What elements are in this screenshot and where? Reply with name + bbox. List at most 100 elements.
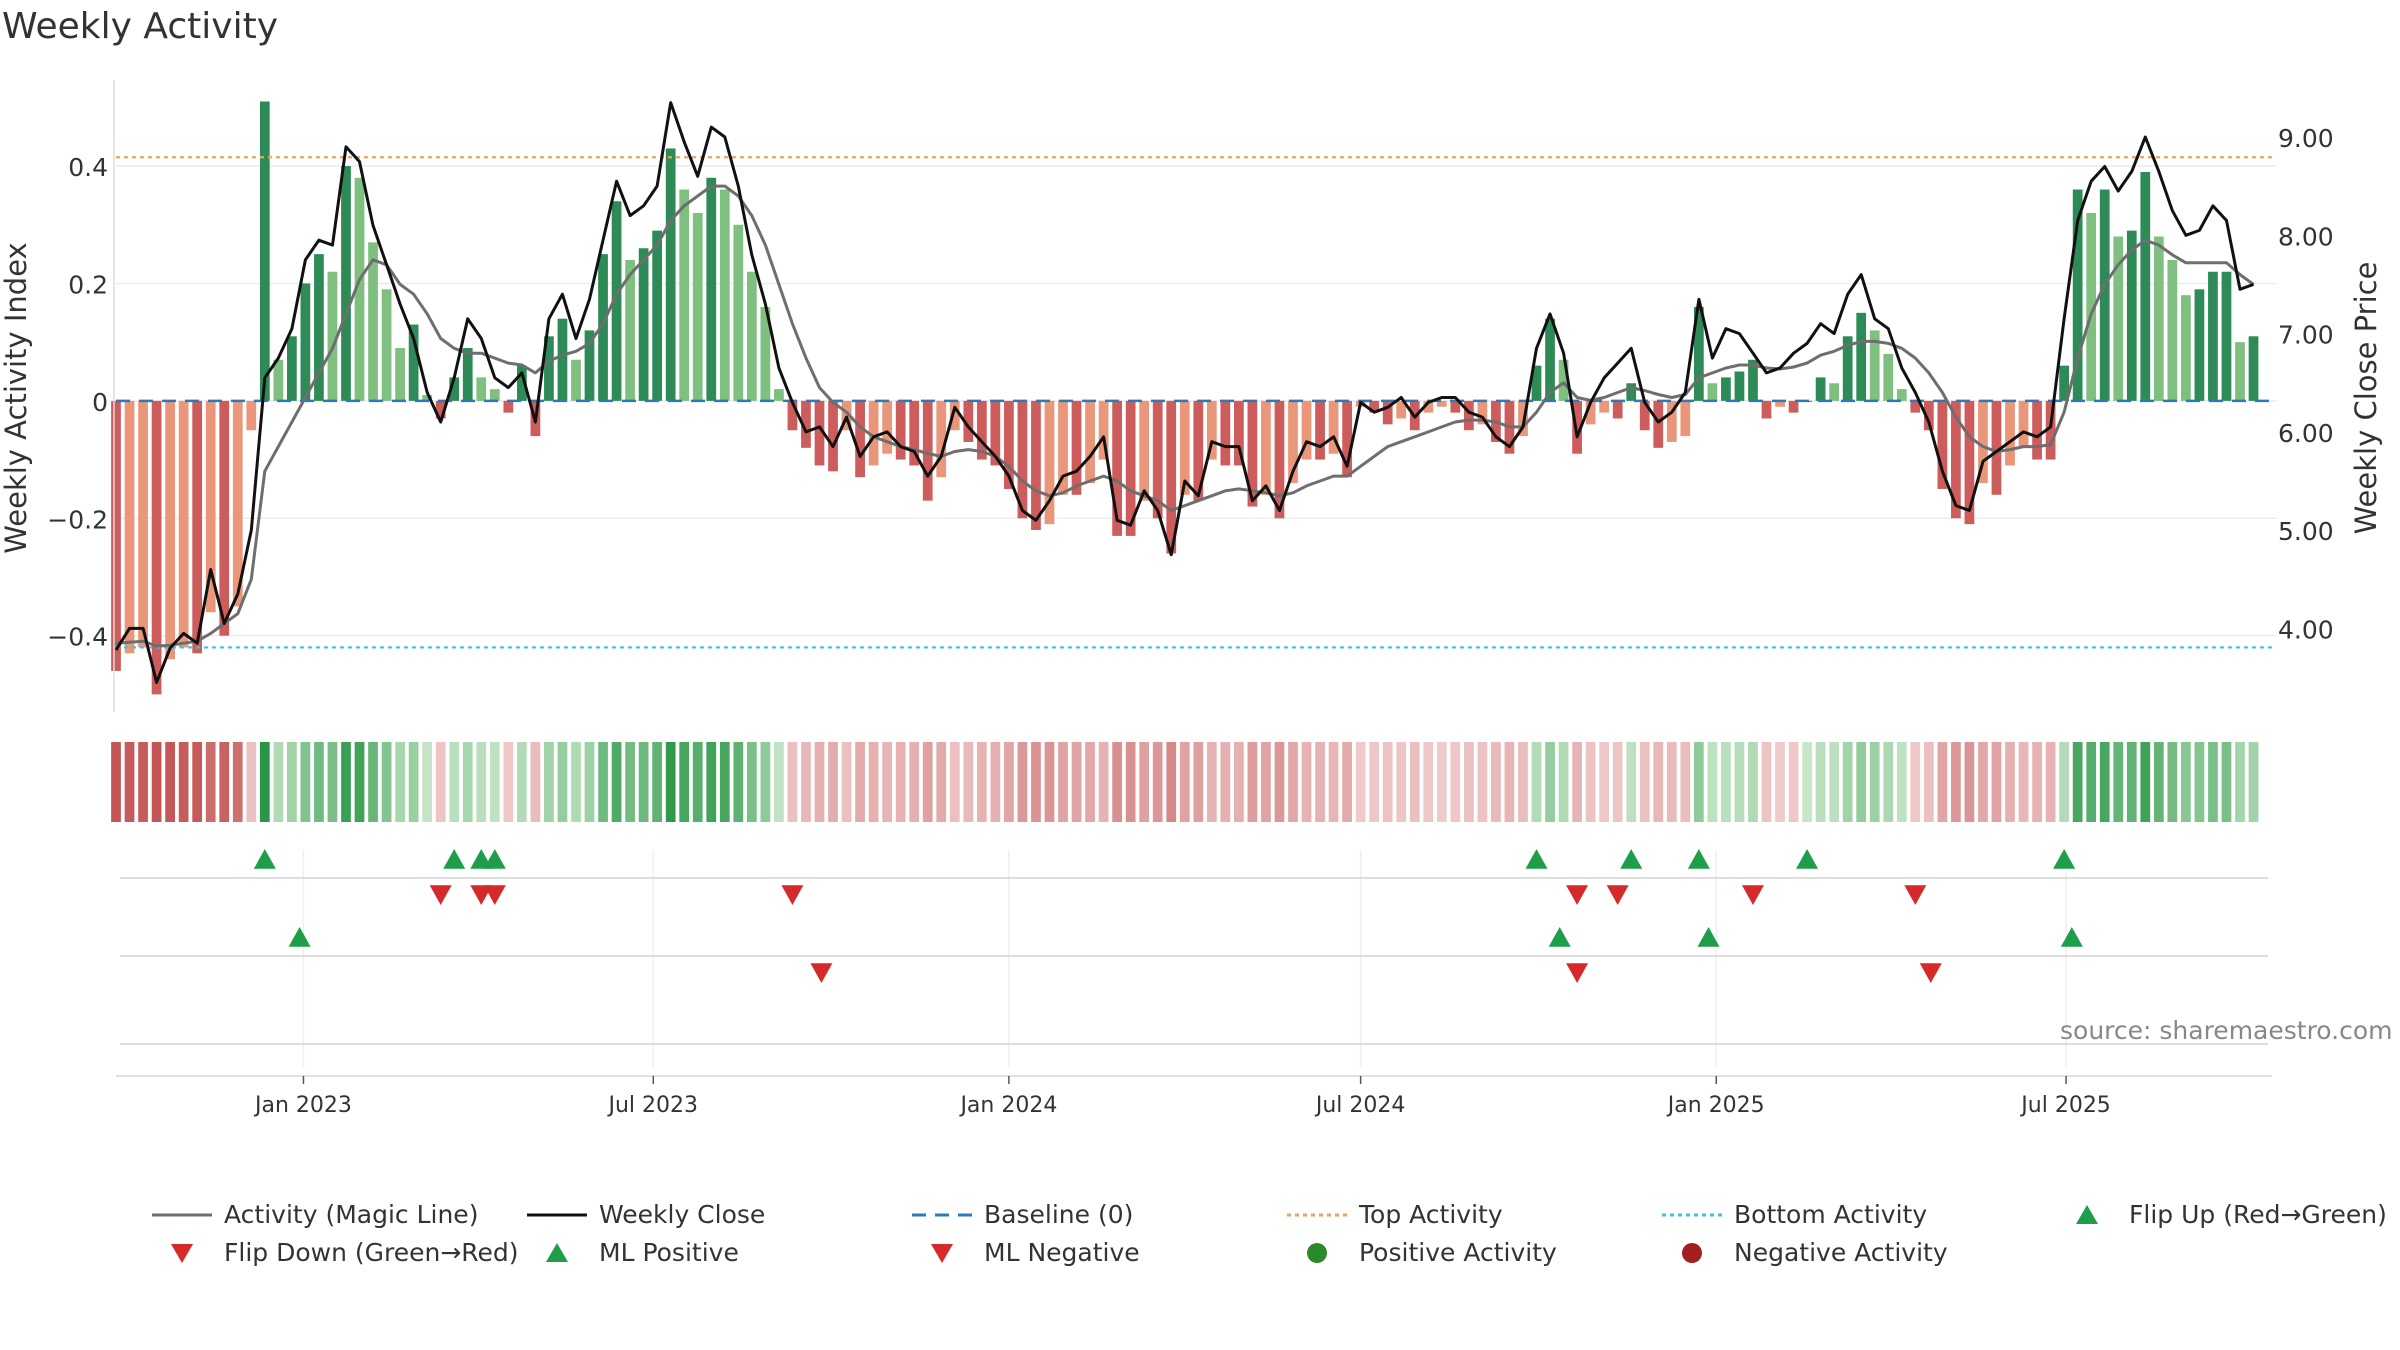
activity-bar [1896, 389, 1907, 401]
flip-down-marker [781, 885, 804, 905]
activity-bar [246, 400, 257, 431]
heat-cell [1098, 742, 1109, 822]
y2-tick-label: 4.00 [2278, 615, 2334, 644]
heat-cell [868, 742, 879, 822]
ml-negative-marker [1566, 963, 1589, 983]
activity-bar [949, 400, 960, 431]
activity-bar [1951, 400, 1961, 519]
activity-bar [1680, 400, 1691, 437]
activity-bar [165, 400, 175, 660]
heat-cell [1274, 742, 1285, 822]
heat-cell [1612, 742, 1623, 822]
legend-item: Activity (Magic Line) [150, 1200, 478, 1229]
activity-bar [2086, 213, 2097, 401]
heat-cell [2032, 742, 2042, 822]
heat-cell [287, 742, 297, 822]
activity-bar [2167, 259, 2178, 401]
heat-cell [733, 742, 744, 822]
heat-cell [692, 742, 703, 822]
activity-bar [1748, 359, 1758, 401]
heat-cell [746, 742, 757, 822]
legend-label: Weekly Close [599, 1200, 766, 1229]
heat-cell [1261, 742, 1271, 822]
heat-cell [1775, 742, 1785, 822]
legend-label: Bottom Activity [1734, 1200, 1928, 1229]
heat-cell [530, 742, 541, 822]
activity-bar [1288, 400, 1298, 484]
activity-bar [462, 348, 473, 401]
activity-bar [1815, 377, 1826, 401]
heat-cell [341, 742, 351, 822]
signal-markers [116, 849, 2272, 1077]
x-tick-label: Jan 2024 [958, 1093, 1057, 1118]
activity-bar [976, 400, 987, 460]
activity-bar [1017, 400, 1028, 519]
flip-down-marker [1904, 885, 1927, 905]
heat-cell [1964, 742, 1975, 822]
heat-cell [273, 742, 284, 822]
heat-cell [449, 742, 460, 822]
x-tick-label: Jan 2025 [1666, 1093, 1765, 1118]
activity-bar [895, 400, 906, 460]
heat-cell [1477, 742, 1488, 822]
flip-up-marker [1525, 849, 1548, 869]
heat-cell [476, 742, 487, 822]
activity-bar [1910, 400, 1921, 413]
y-tick-label: −0.4 [47, 623, 108, 652]
activity-bar [1531, 365, 1542, 401]
activity-bar [327, 271, 338, 401]
heat-cell [2099, 742, 2110, 822]
reference-lines [116, 156, 2276, 649]
heat-cell [760, 742, 771, 822]
heat-cell [1139, 742, 1150, 822]
activity-bar [2059, 365, 2069, 401]
activity-bar [1220, 400, 1231, 466]
legend-swatch [527, 1213, 587, 1216]
heat-cell [2018, 742, 2029, 822]
legend-swatch [931, 1243, 953, 1263]
activity-bar [341, 166, 351, 401]
heat-cell [1978, 742, 1988, 822]
activity-bar [584, 330, 595, 401]
heat-cell [2248, 742, 2259, 822]
activity-bar [1477, 400, 1488, 425]
legend-swatch [1662, 1213, 1722, 1216]
activity-bar [2032, 400, 2042, 460]
flip-down-marker [1566, 885, 1589, 905]
activity-bar [1612, 400, 1623, 419]
legend-label: Flip Down (Green→Red) [224, 1238, 519, 1267]
heat-cell [395, 742, 405, 822]
activity-bar [314, 254, 324, 401]
legend-item: Flip Up (Red→Green) [2055, 1200, 2387, 1229]
activity-bar [2153, 236, 2164, 401]
activity-bar [1883, 353, 1894, 401]
heat-cell [963, 742, 974, 822]
ml-positive-marker [288, 927, 311, 947]
activity-bar [1234, 400, 1244, 466]
ml-positive-marker [1697, 927, 1720, 947]
activity-bar [1179, 400, 1190, 495]
activity-bar [719, 189, 730, 401]
y2-tick-label: 5.00 [2278, 517, 2334, 546]
heat-cell [422, 742, 433, 822]
activity-bar [1031, 400, 1041, 531]
heat-cell [828, 742, 838, 822]
heat-cell [1815, 742, 1826, 822]
heat-cell [124, 742, 135, 822]
activity-bar [1004, 400, 1014, 489]
heat-cell [706, 742, 717, 822]
flip-down-marker [1741, 885, 1764, 905]
activity-bar [1653, 400, 1664, 448]
activity-bar [2126, 230, 2137, 401]
activity-bar [1734, 371, 1745, 401]
activity-bar [178, 400, 189, 648]
legend-item: Positive Activity [1285, 1238, 1557, 1267]
activity-bar [1829, 383, 1840, 401]
activity-bar [733, 224, 744, 401]
legend-swatch [1682, 1242, 1702, 1263]
heat-cell [435, 742, 446, 822]
activity-bar [990, 400, 1001, 466]
activity-bar [922, 400, 933, 501]
heat-cell [1288, 742, 1298, 822]
ml-negative-marker [1919, 963, 1942, 983]
